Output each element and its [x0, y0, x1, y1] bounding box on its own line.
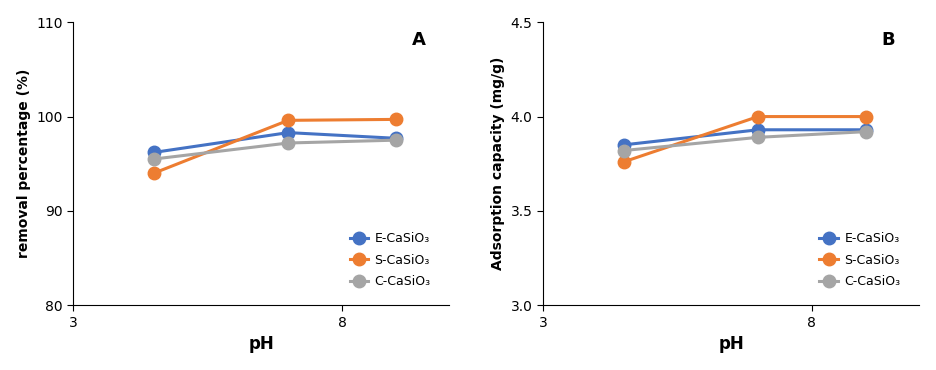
- Text: B: B: [882, 31, 896, 49]
- Line: E-CaSiO₃: E-CaSiO₃: [618, 124, 871, 151]
- Legend: E-CaSiO₃, S-CaSiO₃, C-CaSiO₃: E-CaSiO₃, S-CaSiO₃, C-CaSiO₃: [814, 227, 905, 293]
- C-CaSiO₃: [390, 138, 402, 142]
- S-CaSiO₃: [390, 117, 402, 122]
- E-CaSiO₃: [390, 136, 402, 141]
- Line: E-CaSiO₃: E-CaSiO₃: [148, 127, 402, 159]
- S-CaSiO₃: [860, 114, 871, 119]
- E-CaSiO₃: [283, 130, 294, 135]
- E-CaSiO₃: [860, 128, 871, 132]
- Y-axis label: removal percentage (%): removal percentage (%): [17, 69, 31, 259]
- X-axis label: pH: pH: [248, 335, 274, 353]
- S-CaSiO₃: [283, 118, 294, 122]
- Line: S-CaSiO₃: S-CaSiO₃: [148, 113, 402, 179]
- E-CaSiO₃: [618, 143, 629, 147]
- Text: A: A: [412, 31, 426, 49]
- Line: C-CaSiO₃: C-CaSiO₃: [148, 134, 402, 165]
- Y-axis label: Adsorption capacity (mg/g): Adsorption capacity (mg/g): [491, 57, 505, 270]
- S-CaSiO₃: [148, 171, 159, 175]
- E-CaSiO₃: [148, 150, 159, 155]
- C-CaSiO₃: [618, 148, 629, 153]
- Line: C-CaSiO₃: C-CaSiO₃: [618, 125, 871, 157]
- C-CaSiO₃: [860, 130, 871, 134]
- Legend: E-CaSiO₃, S-CaSiO₃, C-CaSiO₃: E-CaSiO₃, S-CaSiO₃, C-CaSiO₃: [344, 227, 435, 293]
- C-CaSiO₃: [283, 141, 294, 145]
- X-axis label: pH: pH: [718, 335, 744, 353]
- S-CaSiO₃: [618, 160, 629, 164]
- S-CaSiO₃: [753, 114, 764, 119]
- C-CaSiO₃: [148, 157, 159, 161]
- Line: S-CaSiO₃: S-CaSiO₃: [618, 110, 871, 168]
- C-CaSiO₃: [753, 135, 764, 139]
- E-CaSiO₃: [753, 128, 764, 132]
